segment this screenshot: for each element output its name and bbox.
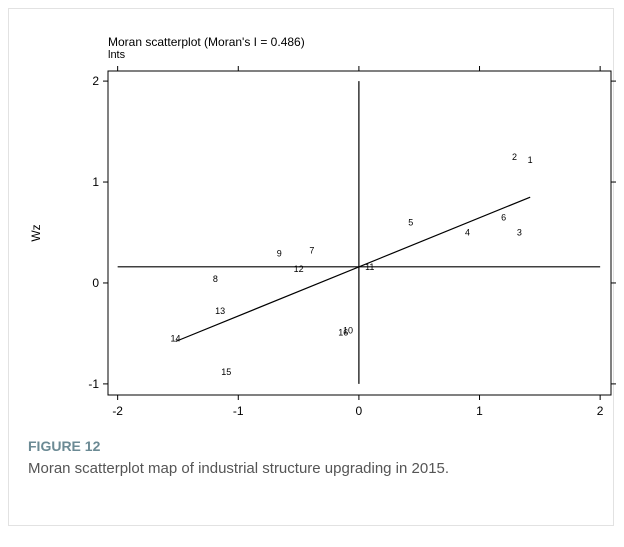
- point-label: 11: [365, 262, 374, 272]
- point-label: 8: [213, 274, 218, 284]
- point-label: 9: [277, 249, 282, 259]
- y-tick-label: -1: [88, 377, 99, 391]
- x-tick-label: -2: [112, 404, 123, 418]
- plot-frame: [107, 70, 612, 396]
- x-tick-label: -1: [233, 404, 244, 418]
- x-tick-label: 0: [356, 404, 363, 418]
- x-tick-label: 2: [597, 404, 604, 418]
- regression-line: [175, 196, 531, 343]
- point-label: 3: [517, 227, 522, 237]
- point-label: 4: [465, 227, 470, 237]
- x-axis-label: z: [356, 417, 362, 420]
- point-label: 5: [408, 217, 413, 227]
- caption-text: Moran scatterplot map of industrial stru…: [28, 460, 450, 477]
- point-label: 10: [343, 325, 353, 335]
- chart-title: Moran scatterplot (Moran's I = 0.486): [108, 35, 305, 49]
- y-tick-label: 0: [92, 276, 99, 290]
- point-label: 7: [309, 246, 314, 256]
- point-label: 2: [512, 152, 517, 162]
- figure-border: [8, 8, 614, 526]
- point-label: 12: [294, 264, 304, 274]
- chart: Moran scatterplot (Moran's I = 0.486) ln…: [29, 35, 616, 420]
- y-tick-label: 2: [92, 74, 99, 88]
- y-tick-label: 1: [92, 175, 99, 189]
- caption-label: FIGURE 12: [28, 438, 101, 454]
- point-label: 1: [528, 155, 533, 165]
- point-label: 13: [215, 306, 225, 316]
- point-label: 14: [171, 333, 181, 343]
- point-label: 15: [221, 367, 231, 377]
- x-tick-label: 1: [476, 404, 483, 418]
- point-label: 6: [501, 212, 506, 222]
- point-label: 16: [338, 327, 348, 337]
- chart-subtitle: lnts: [108, 49, 126, 61]
- y-axis-label: Wz: [29, 224, 43, 241]
